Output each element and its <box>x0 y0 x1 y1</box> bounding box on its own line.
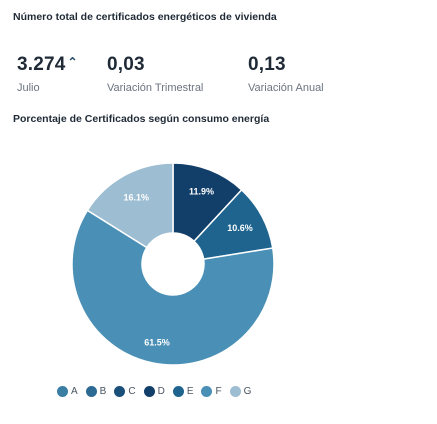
slice-label-d: 11.9% <box>189 186 214 196</box>
kpi-total-value: 3.274 ⌃ <box>17 54 78 76</box>
kpi-total-number: 3.274 <box>17 54 66 75</box>
legend-dot-icon <box>144 386 155 397</box>
slice-label-g: 16.1% <box>123 192 149 202</box>
legend-label: C <box>128 386 135 397</box>
legend-dot-icon <box>114 386 125 397</box>
slice-label-e: 10.6% <box>227 223 253 233</box>
legend-dot-icon <box>57 386 68 397</box>
legend-item-e[interactable]: E <box>173 386 194 397</box>
legend-label: A <box>71 386 78 397</box>
kpi-quarterly-value: 0,03 <box>107 54 145 76</box>
legend-label: F <box>215 386 221 397</box>
legend-item-b[interactable]: B <box>86 386 107 397</box>
kpi-annual-label: Variación Anual <box>248 82 324 94</box>
legend-dot-icon <box>86 386 97 397</box>
legend-label: E <box>187 386 194 397</box>
legend-item-d[interactable]: D <box>144 386 165 397</box>
legend-dot-icon <box>230 386 241 397</box>
legend-dot-icon <box>201 386 212 397</box>
legend-item-g[interactable]: G <box>230 386 252 397</box>
slice-label-f: 61.5% <box>144 337 170 347</box>
legend-label: B <box>100 386 107 397</box>
chart-legend: A B C D E F G <box>57 386 251 397</box>
donut-title: Porcentaje de Certificados según consumo… <box>13 113 303 125</box>
donut-chart: 11.9% 10.6% 61.5% 16.1% <box>0 150 437 380</box>
legend-item-c[interactable]: C <box>114 386 135 397</box>
legend-item-f[interactable]: F <box>201 386 221 397</box>
trend-up-icon: ⌃ <box>68 55 78 69</box>
kpi-section-title: Número total de certificados energéticos… <box>13 11 303 23</box>
legend-dot-icon <box>173 386 184 397</box>
legend-label: G <box>244 386 252 397</box>
kpi-quarterly-label: Variación Trimestral <box>107 82 203 94</box>
legend-item-a[interactable]: A <box>57 386 78 397</box>
kpi-total-label: Julio <box>17 82 40 94</box>
legend-label: D <box>158 386 165 397</box>
kpi-annual-value: 0,13 <box>248 54 286 76</box>
